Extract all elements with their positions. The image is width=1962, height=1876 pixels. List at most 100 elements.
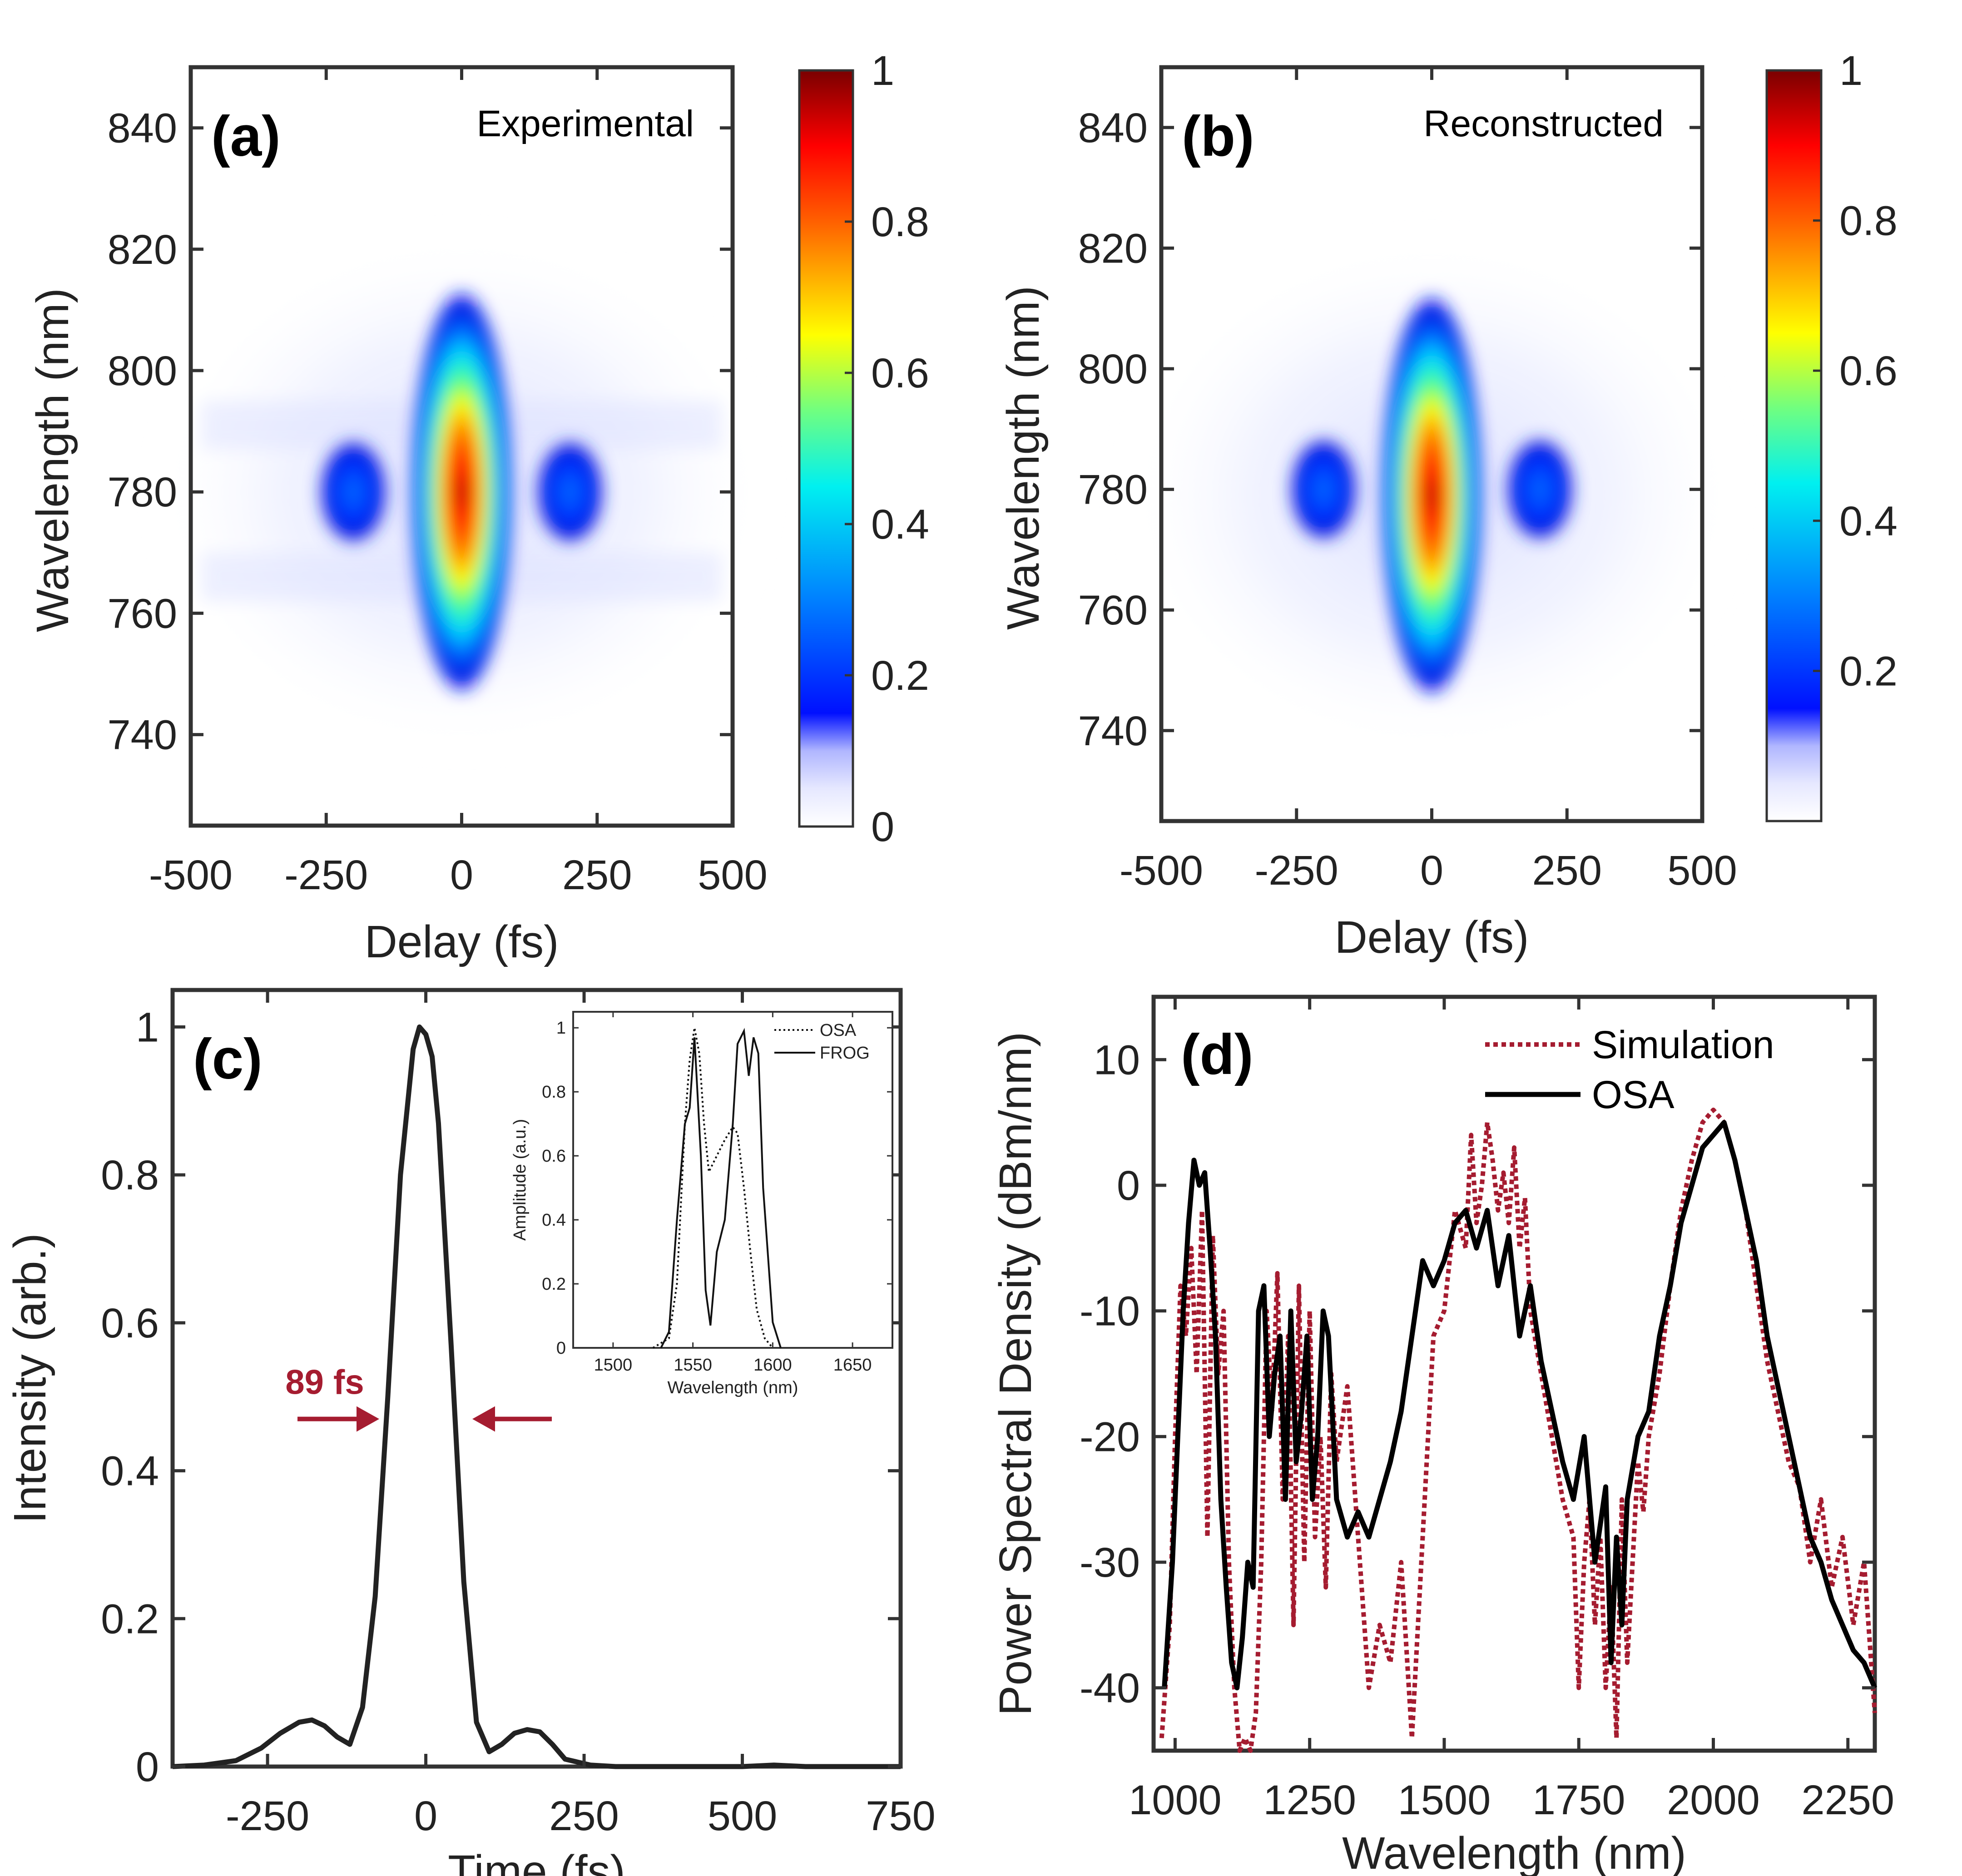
panel-d-x-ticks: 1000 1250 1500 1750 2000 2250	[1129, 997, 1894, 1823]
inset-y-tick-label: 0.6	[542, 1147, 566, 1166]
inset-axes-frame	[572, 1011, 893, 1349]
panel-b-y-axis-label: Wavelength (nm)	[998, 286, 1049, 630]
a-y-tick-label: 780	[108, 469, 178, 515]
inset-x-tick-label: 1550	[674, 1356, 712, 1375]
panel-a-title: Experimental	[476, 103, 694, 144]
inset-y-axis-label: Amplitude (a.u.)	[510, 1119, 530, 1241]
panel-c-inset-chart: 1500 1550 1600 1650 0 0.2 0.4 0.6 0.8 1 Waveleng…	[510, 1011, 893, 1397]
heatmap-left-satellite	[319, 440, 387, 544]
b-y-tick-label: 820	[1078, 225, 1148, 272]
panel-b-y-ticks: 740 760 780 800 820 840	[1078, 105, 1702, 754]
a-colorbar-tick-label: 0.8	[871, 199, 929, 245]
panel-a-colorbar	[798, 69, 854, 828]
panel-b-x-axis-label: Delay (fs)	[1335, 912, 1529, 963]
panel-a-x-ticks: -500 -250 0 250 500	[149, 67, 768, 898]
inset-frog-series-line	[660, 1028, 782, 1348]
d-y-tick-label: -40	[1080, 1665, 1140, 1712]
panel-c-y-ticks: 0 0.2 0.4 0.6 0.8 1	[101, 1004, 901, 1790]
c-y-tick-label: 0.4	[101, 1448, 159, 1495]
panel-a-colorbar-ticks: 0 0.2 0.4 0.6 0.8 1	[845, 48, 929, 850]
a-colorbar-tick-label: 1	[871, 48, 894, 94]
a-x-tick-label: 500	[698, 852, 768, 898]
d-x-tick-label: 2250	[1801, 1777, 1894, 1823]
c-x-tick-label: -250	[226, 1793, 309, 1839]
c-x-tick-label: 500	[708, 1793, 778, 1839]
panel-c-axes-frame	[170, 988, 903, 1769]
c-x-tick-label: 750	[866, 1793, 936, 1839]
heatmap-right-satellite	[1506, 438, 1574, 541]
b-x-tick-label: -500	[1120, 847, 1203, 894]
a-y-tick-label: 800	[108, 348, 178, 394]
b-y-tick-label: 840	[1078, 105, 1148, 151]
b-x-tick-label: 250	[1532, 847, 1602, 894]
a-y-tick-label: 840	[108, 105, 178, 152]
c-y-tick-label: 0.6	[101, 1300, 159, 1346]
d-x-tick-label: 1500	[1398, 1777, 1491, 1823]
a-x-tick-label: -500	[149, 852, 233, 898]
legend-simulation-label: Simulation	[1592, 1023, 1774, 1067]
panel-d-line-chart: 1000 1250 1500 1750 2000 2250 -40 -30 -20 -10 010…	[990, 995, 1894, 1876]
b-colorbar-tick-label: 1	[1839, 48, 1863, 94]
d-y-tick-label: 0	[1117, 1163, 1140, 1209]
panel-d-y-axis-label: Power Spectral Density (dBm/nm)	[990, 1032, 1041, 1716]
a-y-tick-label: 740	[108, 712, 178, 758]
panel-c-y-axis-label: Intensity (arb.)	[5, 1233, 55, 1523]
heatmap-right-satellite	[536, 440, 604, 544]
inset-x-tick-label: 1500	[594, 1356, 633, 1375]
inset-legend-frog-label: FROG	[820, 1044, 870, 1063]
d-y-tick-label: -10	[1080, 1288, 1140, 1335]
heatmap-left-satellite	[1290, 438, 1358, 541]
panel-c-x-ticks: -250 0 250 500 750	[226, 990, 936, 1839]
panel-c-x-axis-label: Time (fs)	[448, 1846, 625, 1876]
b-y-tick-label: 760	[1078, 587, 1148, 634]
c-y-tick-label: 0	[136, 1744, 159, 1790]
b-x-tick-label: 500	[1667, 847, 1737, 894]
d-x-tick-label: 1000	[1129, 1777, 1222, 1823]
legend-osa-label: OSA	[1592, 1073, 1675, 1117]
d-x-tick-label: 2000	[1667, 1777, 1760, 1823]
panel-d-label: (d)	[1181, 1023, 1254, 1086]
panel-a-x-axis-label: Delay (fs)	[365, 916, 559, 967]
fwhm-left-arrowhead	[357, 1406, 379, 1432]
a-x-tick-label: 250	[562, 852, 632, 898]
panel-b-colorbar-ticks: 0.2 0.4 0.6 0.8 1	[1813, 48, 1898, 694]
inset-y-tick-label: 0	[556, 1339, 566, 1358]
inset-y-tick-label: 0.8	[542, 1083, 566, 1102]
b-colorbar-tick-label: 0.6	[1839, 348, 1898, 394]
panel-a-y-ticks: 740 760 780 800 820 840	[108, 105, 733, 758]
d-x-tick-label: 1250	[1263, 1777, 1356, 1823]
simulation-series-line	[1159, 1108, 1877, 1753]
fwhm-annotation-label: 89 fs	[285, 1363, 364, 1402]
a-colorbar-tick-label: 0.6	[871, 350, 929, 396]
d-x-tick-label: 1750	[1532, 1777, 1625, 1823]
inset-y-ticks: 0 0.2 0.4 0.6 0.8 1	[542, 1019, 892, 1358]
panel-b-label: (b)	[1182, 105, 1254, 168]
inset-y-tick-label: 1	[556, 1019, 566, 1038]
b-colorbar-tick-label: 0.8	[1839, 198, 1898, 244]
c-y-tick-label: 0.8	[101, 1152, 159, 1198]
b-colorbar-tick-label: 0.4	[1839, 498, 1898, 544]
b-x-tick-label: -250	[1255, 847, 1338, 894]
inset-x-axis-label: Wavelength (nm)	[668, 1378, 798, 1397]
a-x-tick-label: -250	[284, 852, 368, 898]
panel-d-axes-frame	[1151, 995, 1877, 1753]
panel-b-colorbar	[1765, 69, 1823, 822]
a-x-tick-label: 0	[450, 852, 473, 898]
c-x-tick-label: 0	[414, 1793, 437, 1839]
b-colorbar-tick-label: 0.2	[1839, 648, 1898, 694]
d-y-tick-label: -20	[1080, 1414, 1140, 1460]
a-colorbar-tick-label: 0.2	[871, 653, 929, 699]
osa-series-line	[1162, 1120, 1878, 1691]
fwhm-right-arrowhead	[472, 1406, 495, 1432]
panel-d-y-ticks: -40 -30 -20 -10 0 10	[1080, 1037, 1875, 1712]
c-x-tick-label: 250	[549, 1793, 619, 1839]
panel-b-heatmap-image	[1129, 242, 1735, 749]
panel-b-heatmap: -500 -250 0 250 500 740 760 780 800 820 840 (b) R…	[998, 48, 1898, 963]
d-y-tick-label: -30	[1080, 1539, 1140, 1586]
panel-d-x-axis-label: Wavelength (nm)	[1342, 1828, 1686, 1876]
panel-a-heatmap-image	[158, 237, 765, 747]
c-y-tick-label: 1	[136, 1004, 159, 1050]
b-y-tick-label: 740	[1078, 708, 1148, 754]
b-x-tick-label: 0	[1420, 847, 1443, 894]
heatmap-central-lobe	[411, 292, 512, 693]
